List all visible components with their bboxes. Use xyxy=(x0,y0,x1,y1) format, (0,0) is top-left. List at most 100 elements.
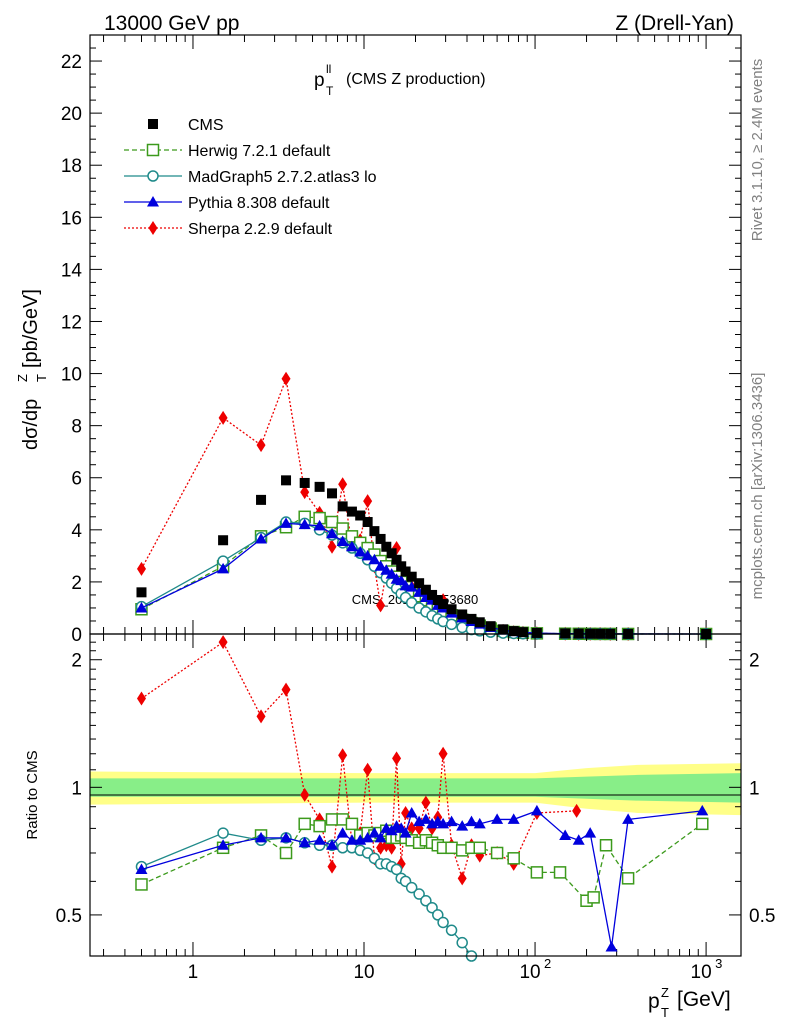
y-tick-label: 10 xyxy=(61,365,82,386)
legend-label-sherpa: Sherpa 2.2.9 default xyxy=(188,221,333,238)
ratio-point-madgraph xyxy=(336,842,349,854)
ratio-point-sherpa xyxy=(338,748,348,763)
ratio-point-pythia xyxy=(465,815,478,827)
ratio-point-pythia xyxy=(399,827,412,838)
point-pythia xyxy=(361,549,374,561)
ratio-point-pythia xyxy=(507,813,520,824)
point-pythia xyxy=(380,564,393,575)
point-madgraph xyxy=(445,618,458,631)
ratio-series-madgraph xyxy=(135,827,478,962)
ratio-point-pythia xyxy=(135,863,148,874)
ratio-point-pythia xyxy=(696,804,709,816)
ratio-point-pythia xyxy=(572,834,585,845)
ratio-point-madgraph xyxy=(413,888,425,900)
y-tick-label: 18 xyxy=(61,156,82,177)
ratio-point-pythia xyxy=(217,839,230,850)
ratio-point-pythia xyxy=(336,827,349,838)
y-tick-label: 16 xyxy=(61,208,82,229)
point-cms xyxy=(355,510,366,521)
point-cms xyxy=(474,617,485,628)
ratio-point-herwig xyxy=(325,813,339,826)
legend-label-cms: CMS xyxy=(188,117,224,134)
y-tick-label: 20 xyxy=(61,104,82,125)
point-cms xyxy=(299,477,310,488)
y-tick-label: 12 xyxy=(61,312,82,333)
ratio-point-pythia xyxy=(345,834,358,845)
x-tick-labels: 1 10 10 2 10 3 xyxy=(188,956,723,983)
point-sherpa xyxy=(256,438,266,453)
lower-panel: 0.5 0.5 1 1 2 2 xyxy=(56,633,775,962)
ratio-point-pythia xyxy=(491,813,504,824)
ratio-point-herwig xyxy=(313,819,326,833)
x-tick-label: 10 xyxy=(353,962,374,983)
ratio-point-herwig xyxy=(507,852,520,865)
point-cms xyxy=(369,526,380,537)
legend-label-pythia: Pythia 8.308 default xyxy=(188,195,330,212)
point-pythia xyxy=(374,560,387,571)
ratio-point-sherpa xyxy=(572,803,582,818)
ratio-point-pythia xyxy=(405,806,418,818)
ratio-point-madgraph xyxy=(437,916,449,929)
x-tick-exponent: 2 xyxy=(544,956,551,971)
point-herwig xyxy=(336,522,349,535)
legend-item-pythia: Pythia 8.308 default xyxy=(124,195,330,212)
point-cms xyxy=(414,578,425,589)
ratio-point-herwig xyxy=(621,872,635,885)
ratio-point-pythia xyxy=(445,815,458,827)
point-pythia xyxy=(255,532,268,544)
point-cms xyxy=(327,488,338,499)
y-tick-label: 14 xyxy=(61,260,83,281)
point-cms xyxy=(256,494,267,505)
ratio-point-sherpa xyxy=(327,859,337,874)
ratio-point-pythia xyxy=(622,813,635,824)
ratio-series-pythia xyxy=(135,804,709,952)
title-main: p xyxy=(314,70,325,91)
point-cms xyxy=(466,613,477,624)
point-cms xyxy=(375,533,386,544)
ratio-point-sherpa xyxy=(256,709,266,724)
ratio-point-herwig xyxy=(473,841,487,855)
point-cms xyxy=(386,548,397,559)
legend-item-sherpa: Sherpa 2.2.9 default xyxy=(124,221,333,238)
point-pythia xyxy=(326,527,339,539)
ratio-point-madgraph xyxy=(405,881,418,894)
y-tick-label: 0 xyxy=(71,625,82,646)
point-sherpa xyxy=(376,598,386,613)
point-cms xyxy=(362,517,373,528)
point-sherpa xyxy=(338,477,348,492)
legend-item-herwig: Herwig 7.2.1 default xyxy=(124,143,331,160)
y-tick-label: 2 xyxy=(71,573,82,594)
y-tick-label: 2 xyxy=(71,651,82,672)
ratio-point-sherpa xyxy=(387,840,397,855)
ratio-point-sherpa xyxy=(300,787,310,802)
ratio-point-herwig xyxy=(599,839,613,852)
x-tick-exponent: 3 xyxy=(715,956,722,971)
legend-item-cms: CMS xyxy=(148,117,224,134)
x-tick-label: 1 xyxy=(188,962,199,983)
ratio-point-pythia xyxy=(255,831,268,843)
point-sherpa xyxy=(327,539,337,554)
point-cms xyxy=(406,571,417,582)
ratio-point-sherpa xyxy=(136,691,146,706)
ratio-point-pythia xyxy=(530,804,543,816)
y-tick-label: 22 xyxy=(61,52,82,73)
point-cms xyxy=(281,475,292,486)
mcplots-label: mcplots.cern.ch [arXiv:1306.3436] xyxy=(749,373,766,600)
ratio-point-sherpa xyxy=(457,871,467,886)
ratio-point-pythia xyxy=(584,827,597,838)
point-cms xyxy=(381,541,392,552)
point-cms xyxy=(432,595,443,606)
point-pythia xyxy=(280,517,293,528)
header-left: 13000 GeV pp xyxy=(104,12,239,35)
ratio-point-herwig xyxy=(298,817,311,831)
ratio-point-sherpa xyxy=(421,795,431,810)
ratio-point-herwig xyxy=(345,817,359,831)
y-tick-label: 0.5 xyxy=(56,906,82,927)
ratio-point-herwig xyxy=(135,878,148,891)
upper-ylabel: dσ/dp Z T [pb/GeV] xyxy=(15,289,49,450)
ratio-point-pythia xyxy=(313,834,326,845)
ratio-point-pythia xyxy=(419,813,432,824)
point-pythia xyxy=(345,540,358,552)
svg-text:[pb/GeV]: [pb/GeV] xyxy=(20,289,42,368)
